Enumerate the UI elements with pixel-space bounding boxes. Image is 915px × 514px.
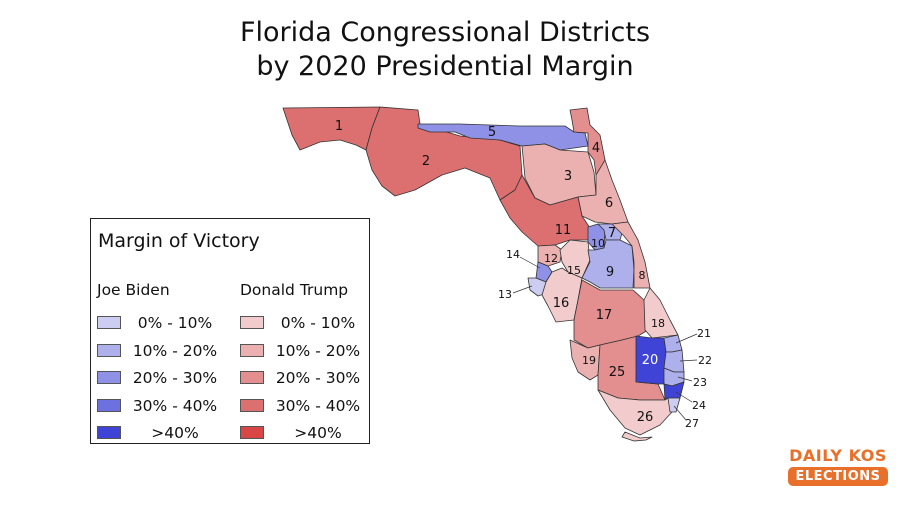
logo-line1: DAILY KOS xyxy=(789,446,887,465)
legend-item-biden: 10% - 20% xyxy=(97,342,222,362)
leader-line-22 xyxy=(679,359,698,362)
district-label-10: 10 xyxy=(591,237,605,250)
legend: Margin of Victory Joe Biden Donald Trump… xyxy=(90,218,370,444)
legend-label: >40% xyxy=(294,424,342,442)
leader-line-21 xyxy=(675,333,698,344)
legend-item-trump: 30% - 40% xyxy=(240,397,365,417)
district-1[interactable] xyxy=(282,106,381,151)
district-label-23: 23 xyxy=(693,376,707,389)
district-label-5: 5 xyxy=(488,125,496,140)
map-title-line1: Florida Congressional Districts xyxy=(239,17,651,48)
legend-swatch xyxy=(240,343,264,357)
district-21[interactable] xyxy=(663,334,683,353)
district-label-25: 25 xyxy=(609,365,626,380)
legend-item-trump: 20% - 30% xyxy=(240,369,365,389)
legend-label: 0% - 10% xyxy=(137,314,213,332)
district-2[interactable] xyxy=(365,106,523,201)
leader-line-14 xyxy=(519,256,541,269)
leader-line-27 xyxy=(673,405,687,421)
district-label-21: 21 xyxy=(697,327,711,340)
district-label-22: 22 xyxy=(698,354,712,367)
legend-swatch xyxy=(97,426,121,439)
legend-swatch xyxy=(97,343,121,357)
legend-label: 20% - 30% xyxy=(275,369,361,387)
district-label-27: 27 xyxy=(685,417,699,430)
district-label-17: 17 xyxy=(596,308,613,323)
legend-swatch xyxy=(240,398,264,412)
leader-line-24 xyxy=(675,391,693,403)
legend-swatch xyxy=(97,316,121,329)
leader-line-13 xyxy=(512,285,533,294)
district-15[interactable] xyxy=(559,239,591,279)
district-27[interactable] xyxy=(667,397,681,413)
district-label-12: 12 xyxy=(544,252,558,265)
district-label-16: 16 xyxy=(553,296,570,311)
legend-label: >40% xyxy=(151,424,199,442)
legend-swatch xyxy=(240,316,264,329)
district-label-3: 3 xyxy=(564,169,572,184)
district-label-11: 11 xyxy=(555,223,572,238)
legend-swatch xyxy=(97,398,121,412)
district-label-1: 1 xyxy=(335,119,343,134)
legend-item-trump: 0% - 10% xyxy=(240,314,365,334)
district-label-2: 2 xyxy=(422,154,430,169)
leader-line-23 xyxy=(677,376,693,382)
legend-item-biden: >40% xyxy=(97,424,222,444)
legend-item-trump: >40% xyxy=(240,424,365,444)
legend-label: 0% - 10% xyxy=(280,314,356,332)
legend-swatch xyxy=(97,371,121,384)
legend-item-trump: 10% - 20% xyxy=(240,342,365,362)
logo-line2: ELECTIONS xyxy=(788,467,888,486)
district-label-8: 8 xyxy=(639,269,646,282)
district-label-15: 15 xyxy=(567,264,581,277)
district-label-20: 20 xyxy=(642,353,659,368)
legend-item-biden: 30% - 40% xyxy=(97,397,222,417)
district-label-26: 26 xyxy=(637,410,654,425)
district-9[interactable] xyxy=(581,239,635,289)
district-label-14: 14 xyxy=(506,248,520,261)
district-label-6: 6 xyxy=(605,196,613,211)
legend-label: 10% - 20% xyxy=(275,341,361,360)
florida-keys xyxy=(621,431,653,442)
district-18[interactable] xyxy=(643,287,679,339)
district-8[interactable] xyxy=(611,221,651,289)
map-title: Florida Congressional Districts by 2020 … xyxy=(0,16,890,84)
district-label-13: 13 xyxy=(498,288,512,301)
district-label-9: 9 xyxy=(606,265,614,280)
map-title-line2: by 2020 Presidential Margin xyxy=(256,51,634,82)
district-label-24: 24 xyxy=(692,399,706,412)
legend-biden-heading: Joe Biden xyxy=(97,281,170,299)
legend-label: 20% - 30% xyxy=(132,369,218,387)
legend-item-biden: 20% - 30% xyxy=(97,369,222,389)
legend-item-biden: 0% - 10% xyxy=(97,314,222,334)
legend-label: 30% - 40% xyxy=(275,396,361,415)
legend-swatch xyxy=(240,371,264,384)
district-label-7: 7 xyxy=(608,226,616,241)
legend-label: 30% - 40% xyxy=(132,396,218,415)
legend-trump-heading: Donald Trump xyxy=(240,281,349,299)
legend-title: Margin of Victory xyxy=(98,230,260,252)
legend-label: 10% - 20% xyxy=(132,341,218,360)
legend-swatch xyxy=(240,426,264,439)
district-label-4: 4 xyxy=(592,141,600,156)
district-label-19: 19 xyxy=(582,354,596,367)
daily-kos-elections-logo: DAILY KOS ELECTIONS xyxy=(788,447,888,486)
district-19[interactable] xyxy=(569,339,601,381)
district-label-18: 18 xyxy=(651,317,665,330)
